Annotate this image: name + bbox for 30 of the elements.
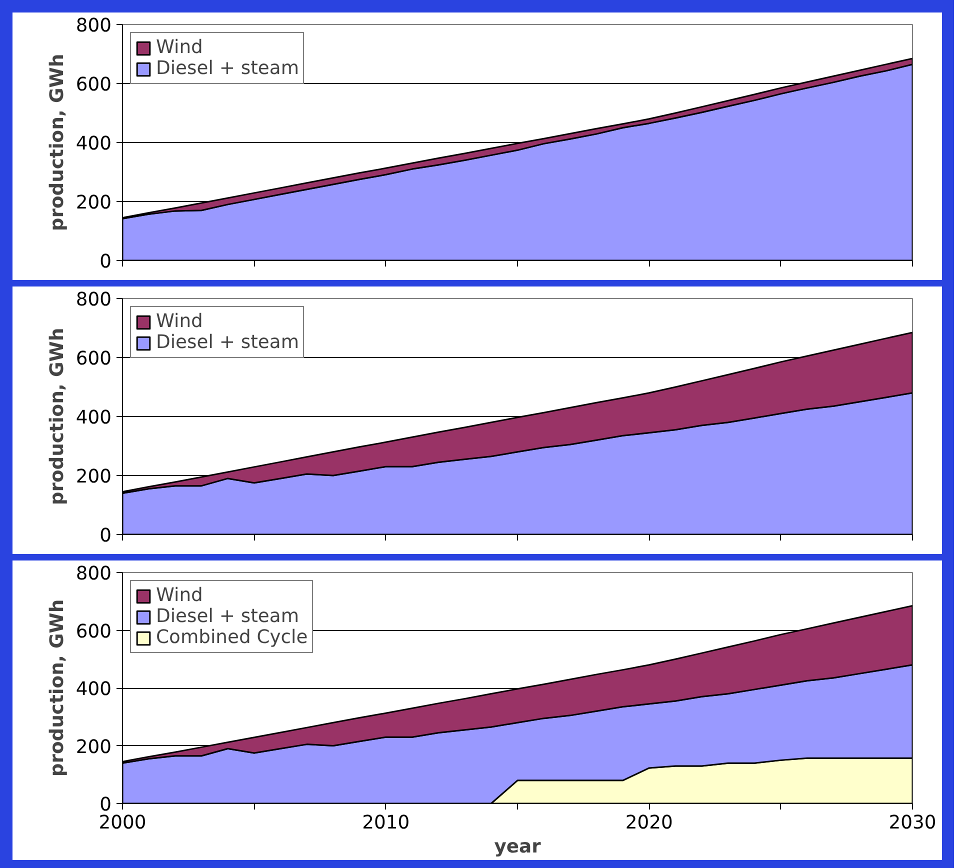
x-tick-label: 2030 xyxy=(888,812,936,834)
y-tick-label: 400 xyxy=(76,408,112,428)
y-tick-label: 800 xyxy=(76,16,112,36)
y-tick-label: 0 xyxy=(100,526,112,546)
y-tick-label: 600 xyxy=(76,621,112,642)
x-tick-label: 2020 xyxy=(625,812,673,834)
legend-label: Combined Cycle xyxy=(156,627,308,648)
y-tick-label: 200 xyxy=(76,466,112,488)
legend-label: Wind xyxy=(156,37,203,58)
legend-label: Diesel + steam xyxy=(156,606,300,627)
legend-label: Wind xyxy=(156,585,203,606)
y-tick-label: 800 xyxy=(76,290,112,310)
legend-label: Diesel + steam xyxy=(156,332,300,353)
x-axis-title: year xyxy=(494,836,542,858)
legend-label: Wind xyxy=(156,311,203,332)
y-axis-title: production, GWh xyxy=(46,54,68,232)
legend-label: Diesel + steam xyxy=(156,58,300,79)
y-axis-title: production, GWh xyxy=(46,599,68,777)
y-tick-label: 200 xyxy=(76,192,112,214)
y-tick-label: 400 xyxy=(76,679,112,700)
y-tick-label: 0 xyxy=(100,252,112,272)
x-tick-label: 2000 xyxy=(98,812,146,834)
y-tick-label: 0 xyxy=(100,794,112,816)
y-tick-label: 600 xyxy=(76,74,112,96)
y-tick-label: 600 xyxy=(76,348,112,370)
y-tick-label: 400 xyxy=(76,134,112,154)
x-tick-label: 2010 xyxy=(362,812,410,834)
y-axis-title: production, GWh xyxy=(46,328,68,506)
y-tick-label: 200 xyxy=(76,736,112,758)
y-tick-label: 800 xyxy=(76,564,112,584)
